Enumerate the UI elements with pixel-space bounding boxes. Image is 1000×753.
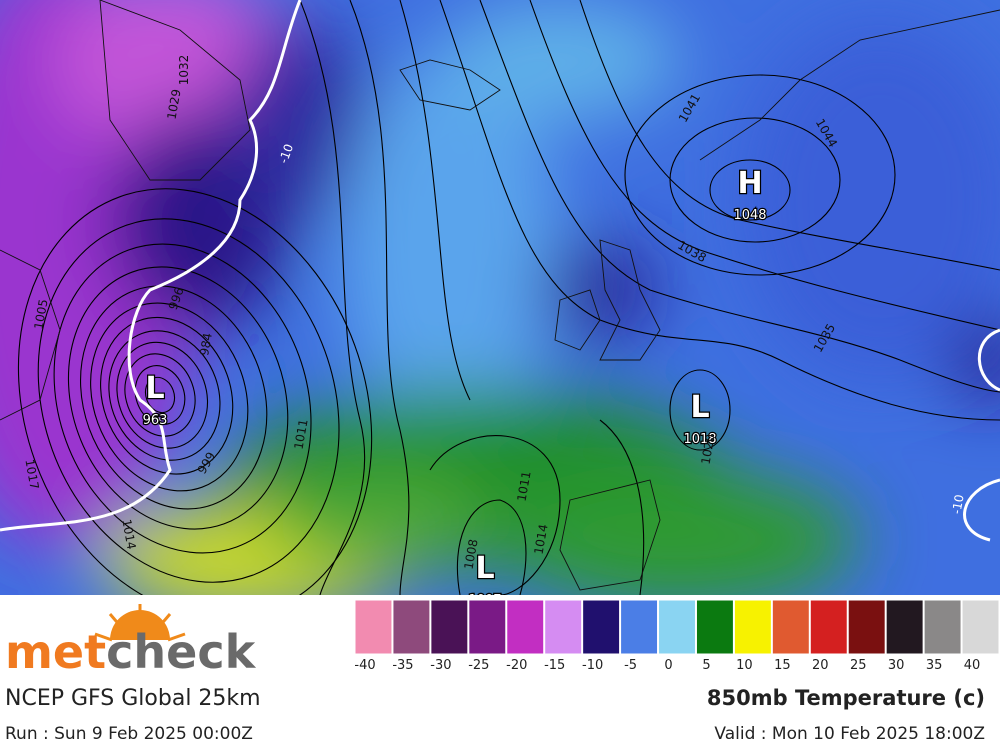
legend-label: 10 — [736, 658, 753, 673]
legend-label: 30 — [888, 658, 905, 673]
isobar-label: 1014 — [532, 523, 551, 556]
map: L963H1048L1018L1007104110441038103510111… — [0, 0, 1000, 608]
isobar-label: 1020 — [699, 433, 718, 466]
legend-label: -25 — [468, 658, 489, 673]
pressure-system-value: 963 — [143, 413, 168, 428]
isobar-label: 1011 — [292, 418, 311, 451]
pressure-system-value: 1018 — [683, 432, 716, 447]
legend-swatch — [809, 599, 848, 655]
legend-swatch — [771, 599, 810, 655]
legend-label: -30 — [430, 658, 451, 673]
coastlines — [0, 0, 1000, 591]
legend-swatch — [582, 599, 621, 655]
legend-label: 40 — [964, 658, 981, 673]
legend-swatch — [354, 599, 393, 655]
logo-sun — [110, 610, 170, 640]
pressure-system-symbol: L — [145, 371, 164, 406]
legend-swatch — [923, 599, 962, 655]
legend-swatch — [430, 599, 469, 655]
legend-label: -20 — [506, 658, 527, 673]
pressure-system-symbol: L — [690, 390, 709, 425]
legend-swatch — [695, 599, 734, 655]
pressure-system-value: 1007 — [468, 593, 501, 608]
model-name: NCEP GFS Global 25km — [5, 686, 261, 711]
legend-label: 20 — [812, 658, 829, 673]
logo-text: metcheck — [5, 625, 257, 679]
product-name: 850mb Temperature (c) — [707, 686, 985, 710]
legend-swatch — [885, 599, 924, 655]
legend-label: -5 — [624, 658, 637, 673]
isotherm-label: -10 — [276, 142, 296, 165]
legend-label: 25 — [850, 658, 867, 673]
legend-swatch — [544, 599, 583, 655]
temperature-field — [0, 0, 1000, 595]
color-legend: -40 -35 -30 -25 -20 -15 -10 -5 0 5 10 15 20 25 30 35 40 — [354, 599, 1000, 673]
legend-label: -10 — [582, 658, 603, 673]
logo-part2: check — [106, 625, 256, 679]
legend-swatch — [468, 599, 507, 655]
isobars — [17, 0, 1000, 595]
legend-label: 5 — [702, 658, 710, 673]
legend-label: -15 — [544, 658, 565, 673]
legend-label: 35 — [926, 658, 943, 673]
isobar-label: 1029 — [165, 88, 184, 121]
logo: metcheck — [5, 604, 257, 679]
valid-time: Valid : Mon 10 Feb 2025 18:00Z — [714, 724, 985, 744]
run-time: Run : Sun 9 Feb 2025 00:00Z — [5, 724, 253, 744]
legend-swatch — [506, 599, 545, 655]
isobar-label: 1017 — [22, 458, 41, 491]
logo-part1: met — [5, 625, 106, 679]
isobar-label: 1008 — [462, 538, 481, 571]
legend-label: 0 — [664, 658, 672, 673]
logo-rays — [94, 604, 186, 642]
legend-swatch — [961, 599, 1000, 655]
legend-label: -40 — [354, 658, 375, 673]
pressure-system-symbol: L — [475, 551, 494, 586]
isobar-label: 1032 — [177, 55, 191, 86]
isotherm-label: -10 — [949, 493, 966, 515]
legend-swatch — [847, 599, 886, 655]
legend-label: 15 — [774, 658, 791, 673]
legend-swatch — [392, 599, 431, 655]
legend-swatch — [658, 599, 696, 655]
isobar-label: 984 — [197, 332, 215, 357]
legend-swatch — [733, 599, 772, 655]
pressure-system-value: 1048 — [733, 208, 766, 223]
isobar-label: 1011 — [515, 470, 534, 503]
isobar-label: 1005 — [32, 298, 51, 331]
freezing-isotherms — [0, 0, 1000, 542]
isobar-label: 1014 — [119, 518, 138, 551]
legend-swatch — [620, 599, 659, 655]
legend-label: -35 — [392, 658, 413, 673]
pressure-system-symbol: H — [737, 166, 762, 201]
